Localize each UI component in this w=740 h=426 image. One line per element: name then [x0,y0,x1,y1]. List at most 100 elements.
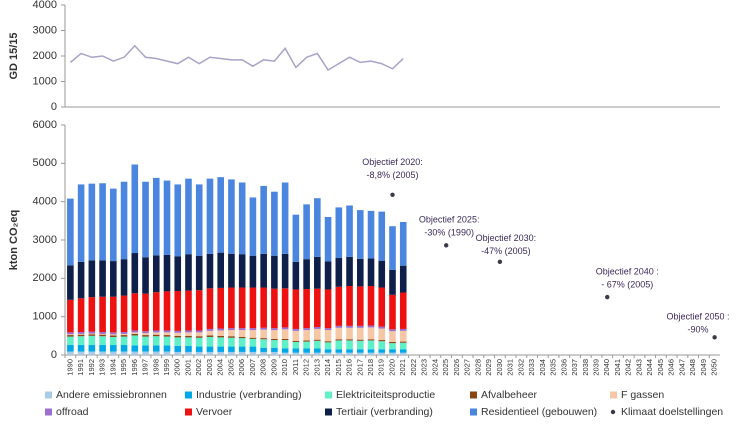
x-tick-label: 2022 [409,359,418,376]
bar-segment [185,337,192,346]
legend-label: Vervoer [196,406,233,418]
bar-segment [88,335,96,346]
bar-segment [110,335,117,337]
annotation: Objectief 2050 : [666,312,729,322]
bar-segment [206,336,214,347]
bar-segment [195,332,203,337]
bar-segment [88,345,96,352]
legend-marker [45,391,52,399]
bar-segment [195,351,203,355]
bar-segment [163,335,171,337]
annotation: Objectief 2030: [476,233,537,243]
bar-segment [335,325,343,328]
bar-segment [228,336,235,338]
bar-segment [314,339,321,341]
bar-segment [260,327,267,330]
x-tick-label: 2050 [710,359,719,376]
bar-segment [88,183,96,261]
y-tick-label: 2000 [33,272,57,284]
legend-marker [470,391,477,399]
bar-segment [324,261,332,290]
bar-segment [335,339,343,341]
bar-segment [356,210,364,259]
bar-segment [228,179,235,254]
x-tick-label: 2003 [205,359,214,376]
bar-segment [324,289,332,329]
bar-segment [67,345,74,352]
bar-segment [152,332,160,335]
bar-segment [185,290,192,331]
bar-segment [271,347,278,352]
x-tick-label: 2036 [559,359,568,376]
bar-segment [260,287,267,328]
bar-segment [142,333,149,336]
bar-segment [206,178,214,254]
bar-segment [206,328,214,331]
bar-segment [238,351,246,355]
bar-segment [195,184,203,256]
bar-segment [163,254,171,292]
x-tick-label: 2019 [377,359,386,376]
bar-segment [389,269,396,295]
bar-segment [260,351,267,355]
bar-segment [378,349,386,353]
annotation: Objectief 2040 : [596,266,659,276]
bar-segment [292,261,300,290]
x-tick-label: 2042 [624,359,633,376]
bar-segment [324,342,332,350]
bar-segment [195,255,203,291]
x-tick-label: 2027 [463,359,472,376]
bar-segment [174,290,182,331]
bar-segment [367,258,375,286]
bar-segment [77,351,85,355]
bar-segment [228,337,235,347]
x-tick-label: 2009 [269,359,278,376]
bar-segment [324,217,332,262]
bar-segment [206,330,214,336]
bar-segment [367,340,375,350]
bar-segment [77,334,85,337]
bar-segment [249,330,257,338]
bar-segment [195,336,203,338]
y-tick-label: 6000 [33,119,57,131]
x-tick-label: 2038 [581,359,590,376]
x-tick-label: 2046 [667,359,676,376]
bar-segment [314,327,321,329]
bar-segment [281,182,289,254]
bar-segment [88,260,96,298]
bar-segment [142,351,149,355]
bar-segment [99,260,106,297]
bar-segment [314,288,321,328]
legend-marker [325,391,332,399]
x-tick-label: 1998 [151,359,160,376]
bar-segment [110,336,117,346]
x-tick-label: 2011 [291,359,300,375]
bar-segment [238,287,246,329]
bar-segment [249,328,257,331]
x-tick-label: 2000 [173,359,182,376]
bar-segment [356,352,364,355]
bar-segment [238,338,246,347]
bar-segment [67,334,74,336]
bar-segment [356,325,364,328]
bar-segment [163,291,171,331]
bar-segment [131,330,139,333]
bar-segment [110,188,117,262]
bar-segment [292,352,300,355]
bar-segment [228,328,235,331]
x-tick-label: 2021 [398,359,407,376]
bar-segment [174,351,182,355]
bar-segment [356,286,364,326]
bar-segment [67,265,74,300]
bar-segment [238,336,246,339]
bar-segment [271,338,278,341]
x-tick-label: 1995 [119,359,128,376]
bar-segment [142,336,149,346]
bar-segment [217,287,224,329]
legend-marker [610,391,617,399]
bar-segment [238,328,246,331]
bar-segment [120,351,128,355]
bar-segment [152,334,160,337]
bar-segment [389,329,396,332]
